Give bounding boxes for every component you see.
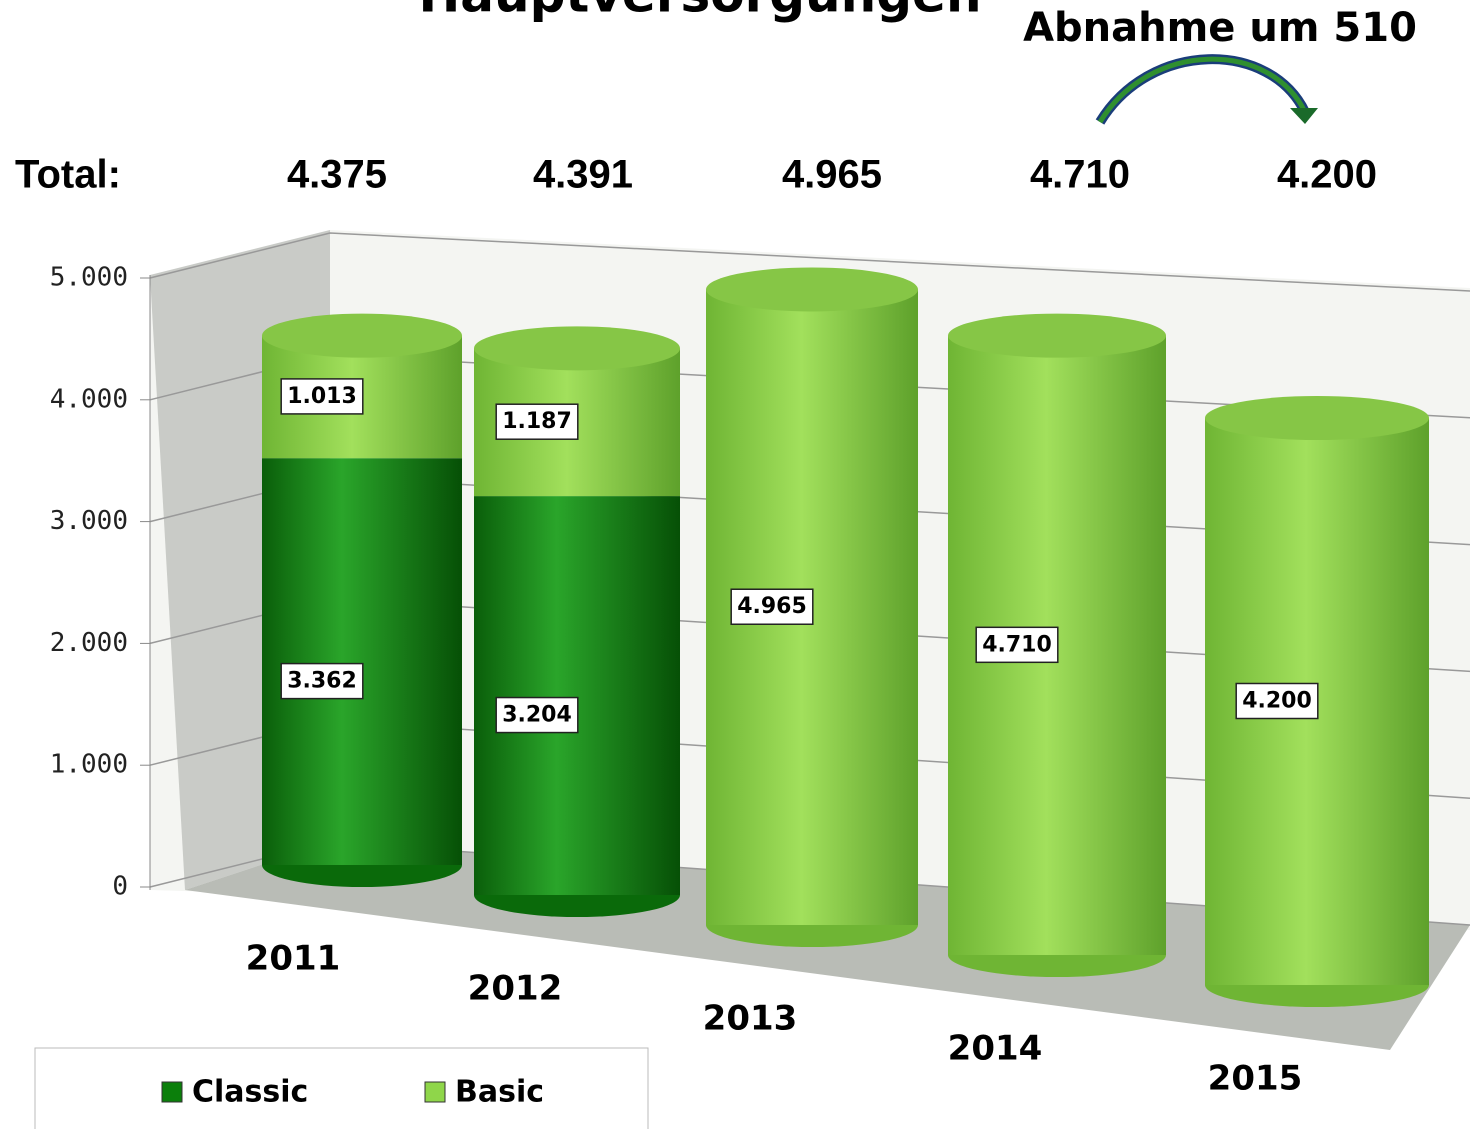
legend-swatch bbox=[424, 1081, 446, 1103]
cylinder-top bbox=[948, 313, 1166, 358]
value-label-box bbox=[280, 378, 364, 415]
y-tick-label: 1.000 bbox=[50, 750, 128, 780]
value-label-box bbox=[280, 662, 364, 700]
y-tick-label: 0 bbox=[112, 872, 128, 902]
total-label: Total: bbox=[15, 153, 121, 197]
y-tick-label: 5.000 bbox=[50, 263, 128, 293]
value-label: 4.965 bbox=[737, 594, 807, 619]
value-label: 1.013 bbox=[287, 384, 357, 409]
value-label-box bbox=[730, 588, 814, 625]
x-tick-label: 2012 bbox=[468, 969, 563, 1009]
cylinder-top bbox=[474, 326, 680, 371]
arrow bbox=[1095, 54, 1310, 125]
bar bbox=[474, 496, 680, 895]
x-tick-label: 2014 bbox=[948, 1029, 1043, 1069]
value-label: 4.200 bbox=[1242, 689, 1312, 714]
x-tick-label: 2013 bbox=[703, 999, 798, 1039]
cylinder-top bbox=[262, 313, 462, 358]
annotation: Abnahme um 510 bbox=[1023, 5, 1417, 51]
value-label: 3.204 bbox=[502, 703, 572, 728]
value-label: 1.187 bbox=[502, 409, 572, 434]
value-label-box bbox=[975, 626, 1059, 664]
value-label-box bbox=[495, 403, 579, 440]
legend-label: Classic bbox=[192, 1075, 308, 1110]
value-label: 3.362 bbox=[287, 669, 357, 694]
total-value: 4.965 bbox=[782, 153, 882, 197]
cylinder-top bbox=[706, 267, 918, 312]
legend-label: Basic bbox=[455, 1075, 544, 1110]
legend bbox=[34, 1047, 649, 1129]
chart-title: Hauptversorgungen bbox=[418, 0, 981, 24]
total-value: 4.375 bbox=[287, 153, 387, 197]
cylinder-top bbox=[1205, 396, 1429, 440]
value-label-box bbox=[495, 696, 579, 734]
total-value: 4.200 bbox=[1277, 153, 1377, 197]
value-label-box bbox=[1235, 682, 1319, 720]
grid-line bbox=[149, 232, 1470, 292]
total-value: 4.391 bbox=[533, 153, 633, 197]
bar bbox=[262, 458, 462, 865]
x-tick-label: 2011 bbox=[246, 939, 341, 979]
arrow-head bbox=[1290, 108, 1318, 124]
legend-swatch bbox=[161, 1081, 183, 1103]
y-tick-label: 3.000 bbox=[50, 506, 128, 536]
arrow bbox=[1097, 56, 1308, 124]
value-label: 4.710 bbox=[982, 632, 1052, 657]
y-tick-label: 2.000 bbox=[50, 628, 128, 658]
x-tick-label: 2015 bbox=[1208, 1059, 1303, 1099]
total-value: 4.710 bbox=[1030, 153, 1130, 197]
y-tick-label: 4.000 bbox=[50, 384, 128, 414]
